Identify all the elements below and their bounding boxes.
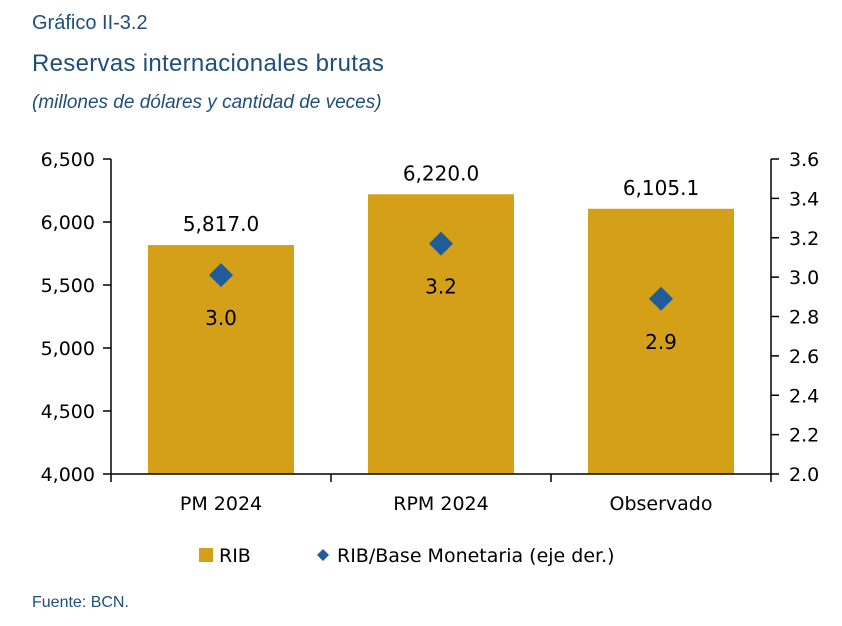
right-axis-tick-label: 3.0 <box>789 267 819 289</box>
ratio-marker-1 <box>209 263 233 288</box>
left-axis-tick-label: 6,000 <box>41 212 95 234</box>
bar-data-label-1: 5,817.0 <box>183 212 259 236</box>
bar-3 <box>588 208 734 475</box>
left-axis-tick-label: 6,500 <box>41 149 95 171</box>
left-axis-tick-label: 4,500 <box>41 401 95 423</box>
chart-subtitle: (millones de dólares y cantidad de veces… <box>32 92 382 113</box>
bar-data-label-2: 6,220.0 <box>403 161 479 185</box>
x-axis-category-label: RPM 2024 <box>393 493 488 515</box>
right-axis-tick-label: 2.8 <box>789 307 819 329</box>
ratio-data-label-1: 3.0 <box>205 306 237 330</box>
left-axis-tick-label: 4,000 <box>41 464 95 486</box>
bar-data-label-3: 6,105.1 <box>623 176 699 200</box>
chart-title: Reservas internacionales brutas <box>32 50 385 77</box>
right-axis-tick-label: 3.4 <box>789 188 819 210</box>
legend-rib-swatch <box>199 548 213 562</box>
legend-ratio-marker <box>317 549 329 561</box>
right-axis-tick-label: 2.6 <box>789 346 819 368</box>
right-axis-tick-label: 2.4 <box>789 385 819 407</box>
ratio-marker-2 <box>429 231 453 256</box>
right-axis-tick-label: 2.2 <box>789 425 819 447</box>
ratio-data-label-3: 2.9 <box>645 330 677 354</box>
source-note: Fuente: BCN. <box>32 594 129 611</box>
ratio-data-label-2: 3.2 <box>425 275 457 299</box>
figure-label: Gráfico II-3.2 <box>32 12 148 34</box>
ratio-marker-3 <box>649 286 673 311</box>
left-axis-tick-label: 5,000 <box>41 338 95 360</box>
x-axis-category-label: Observado <box>610 493 713 515</box>
legend-ratio-label: RIB/Base Monetaria (eje der.) <box>337 545 615 567</box>
left-axis-tick-label: 5,500 <box>41 275 95 297</box>
right-axis-tick-label: 3.6 <box>789 149 819 171</box>
right-axis-tick-label: 2.0 <box>789 464 819 486</box>
x-axis-category-label: PM 2024 <box>180 493 262 515</box>
right-axis-tick-label: 3.2 <box>789 228 819 250</box>
legend-rib-label: RIB <box>219 545 251 567</box>
